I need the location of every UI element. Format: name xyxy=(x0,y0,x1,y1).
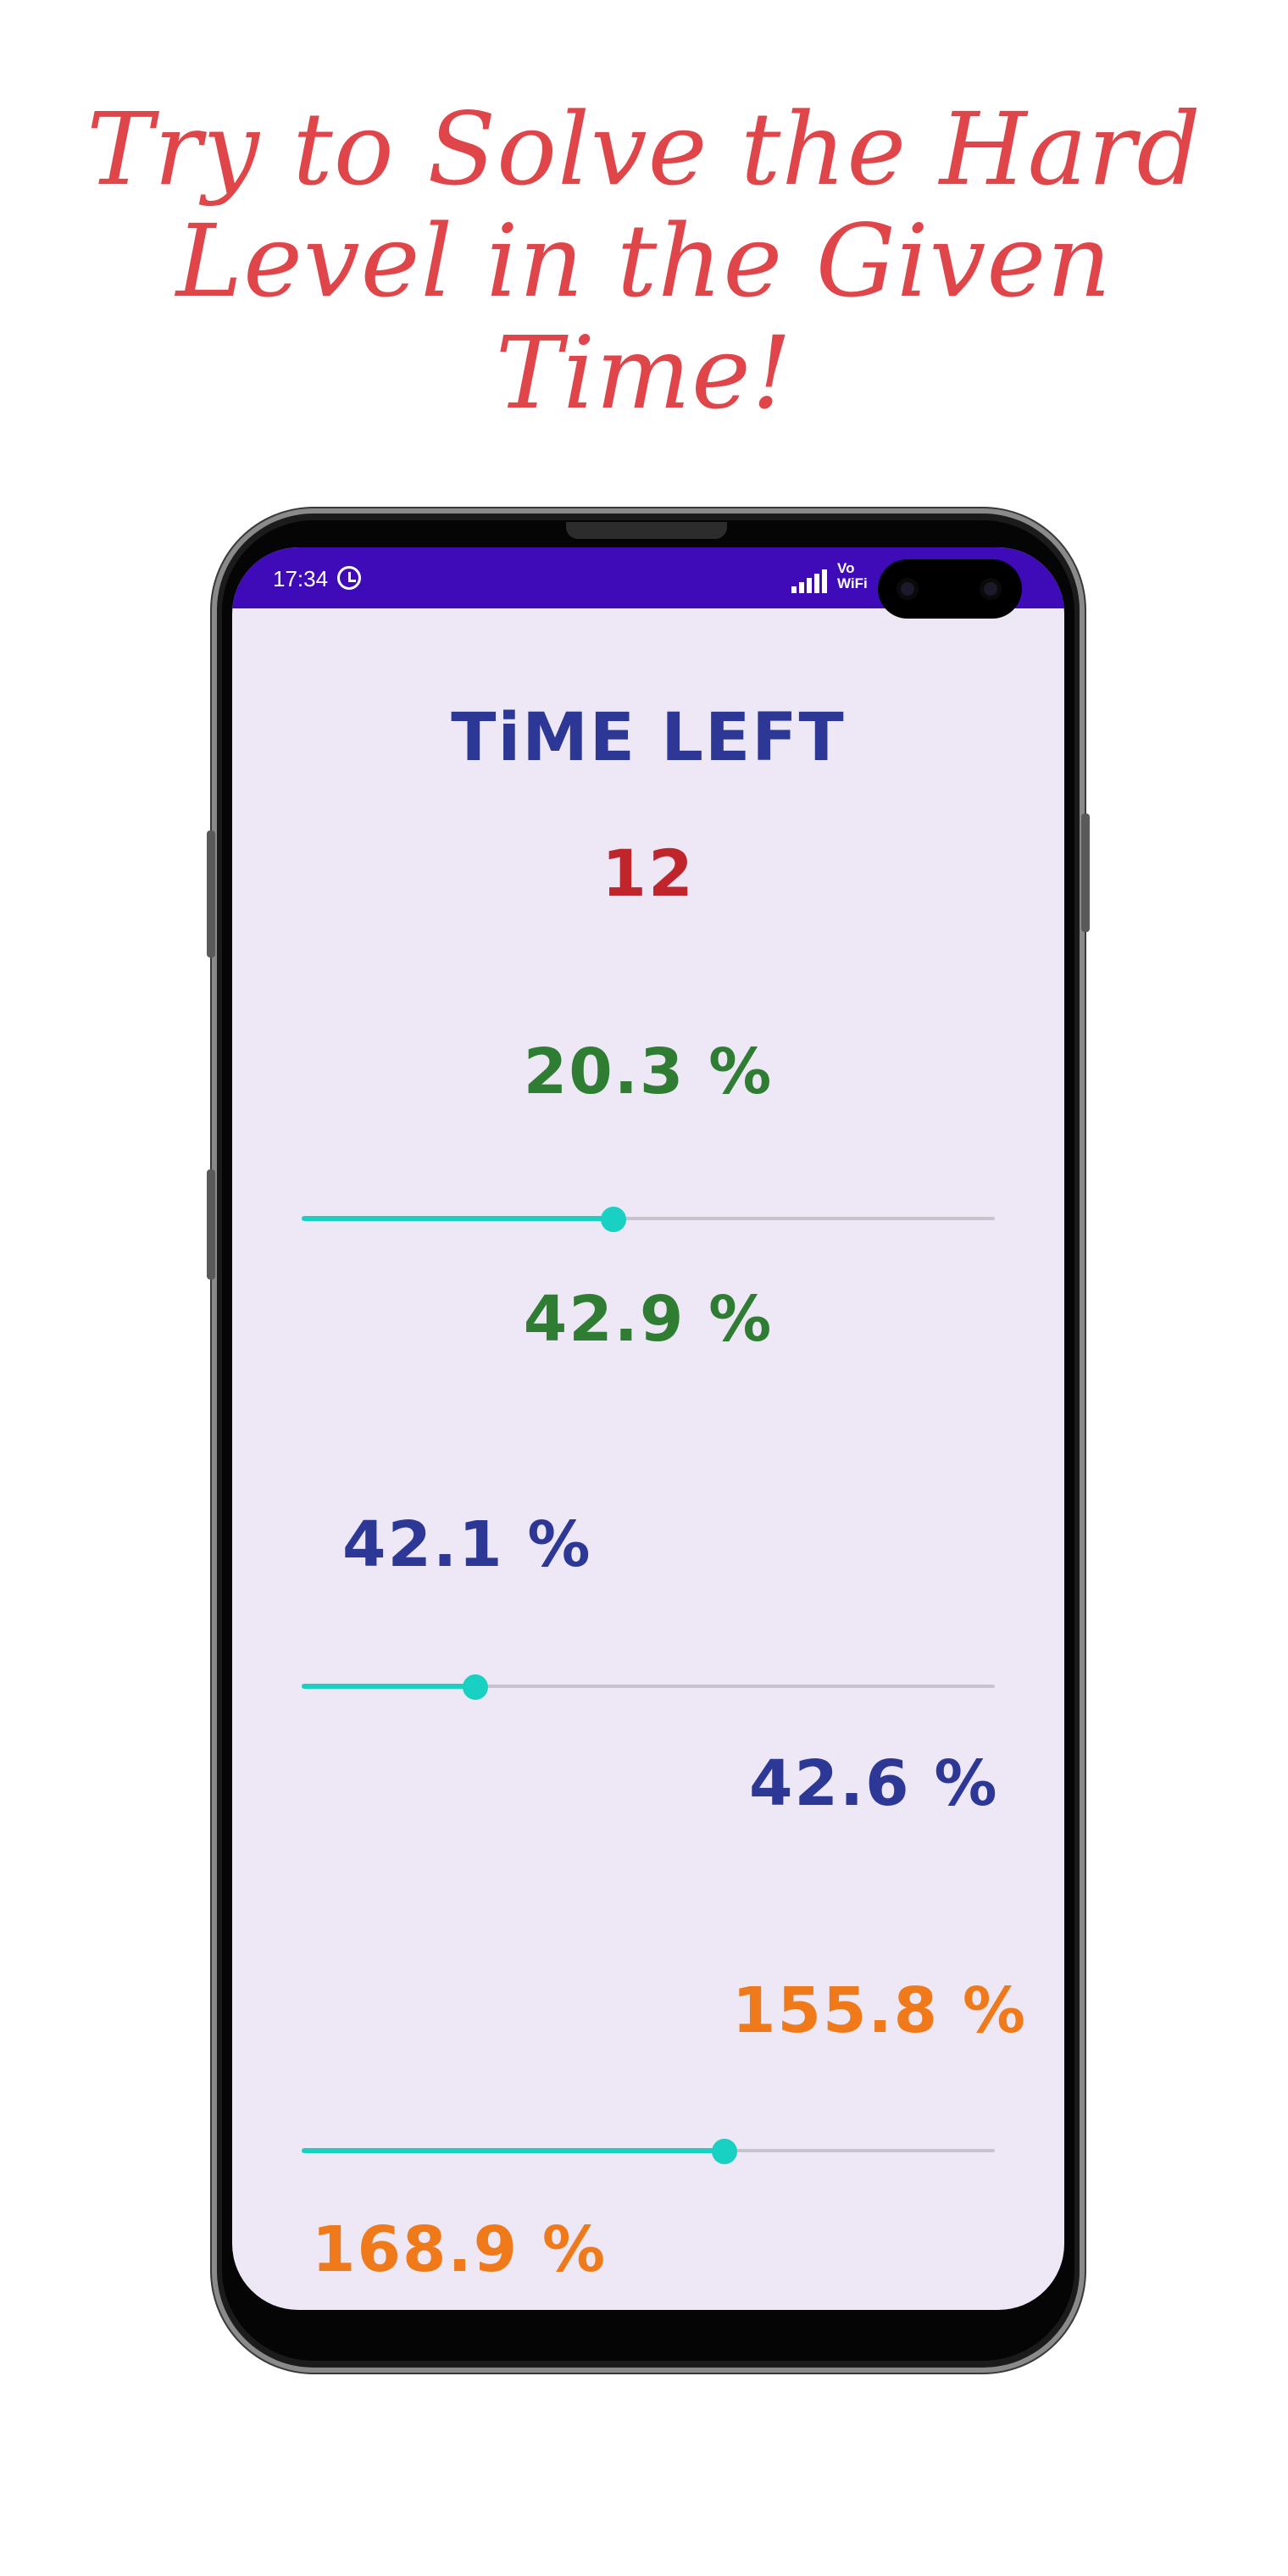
signal-icon xyxy=(791,569,829,593)
row3-slider[interactable] xyxy=(302,2134,995,2168)
row1-slider[interactable] xyxy=(302,1202,995,1235)
alarm-icon xyxy=(337,566,361,590)
vowifi-label-bottom: WiFi xyxy=(837,575,868,591)
row1-slider-thumb[interactable] xyxy=(601,1207,627,1232)
countdown-value: 12 xyxy=(602,836,695,911)
row1-slider-fill xyxy=(302,1216,614,1221)
row2-slider-track xyxy=(302,1685,995,1688)
row2-upper-value: 42.1 % xyxy=(342,1508,592,1581)
headline-line-2: Level in the Given xyxy=(175,203,1113,319)
vowifi-indicator: Vo WiFi xyxy=(837,561,868,591)
row3-slider-thumb[interactable] xyxy=(711,2139,737,2164)
row2-slider[interactable] xyxy=(302,1669,995,1703)
row1-slider-track xyxy=(302,1217,995,1220)
row3-lower-value: 168.9 % xyxy=(312,2213,607,2286)
phone-screen: 17:34 Vo WiFi TiME LEFT 12 20.3 % 42.9 %… xyxy=(232,547,1064,2310)
row1-lower-value: 42.9 % xyxy=(523,1283,774,1356)
row1-upper-value: 20.3 % xyxy=(523,1035,774,1108)
headline-line-1: Try to Solve the Hard xyxy=(86,91,1202,208)
row2-slider-fill xyxy=(302,1684,475,1689)
row3-upper-value: 155.8 % xyxy=(732,1974,1027,2047)
time-left-title: TiME LEFT xyxy=(451,700,846,776)
camera-lens-icon xyxy=(897,578,919,600)
volume-down-button xyxy=(207,1169,215,1280)
volume-up-button xyxy=(207,830,215,958)
earpiece-speaker xyxy=(566,522,727,539)
power-button xyxy=(1081,813,1090,932)
row3-slider-fill xyxy=(302,2148,724,2153)
row2-lower-value: 42.6 % xyxy=(749,1747,999,1820)
headline-line-3: Time! xyxy=(495,314,793,431)
status-bar: 17:34 Vo WiFi xyxy=(232,547,1064,619)
vowifi-label-top: Vo xyxy=(837,560,855,576)
row2-slider-thumb[interactable] xyxy=(462,1674,488,1700)
promo-headline: Try to Solve the Hard Level in the Given… xyxy=(0,93,1288,429)
front-camera-cutout xyxy=(878,559,1022,619)
status-time: 17:34 xyxy=(273,566,329,591)
camera-sensor-icon xyxy=(980,578,1002,600)
